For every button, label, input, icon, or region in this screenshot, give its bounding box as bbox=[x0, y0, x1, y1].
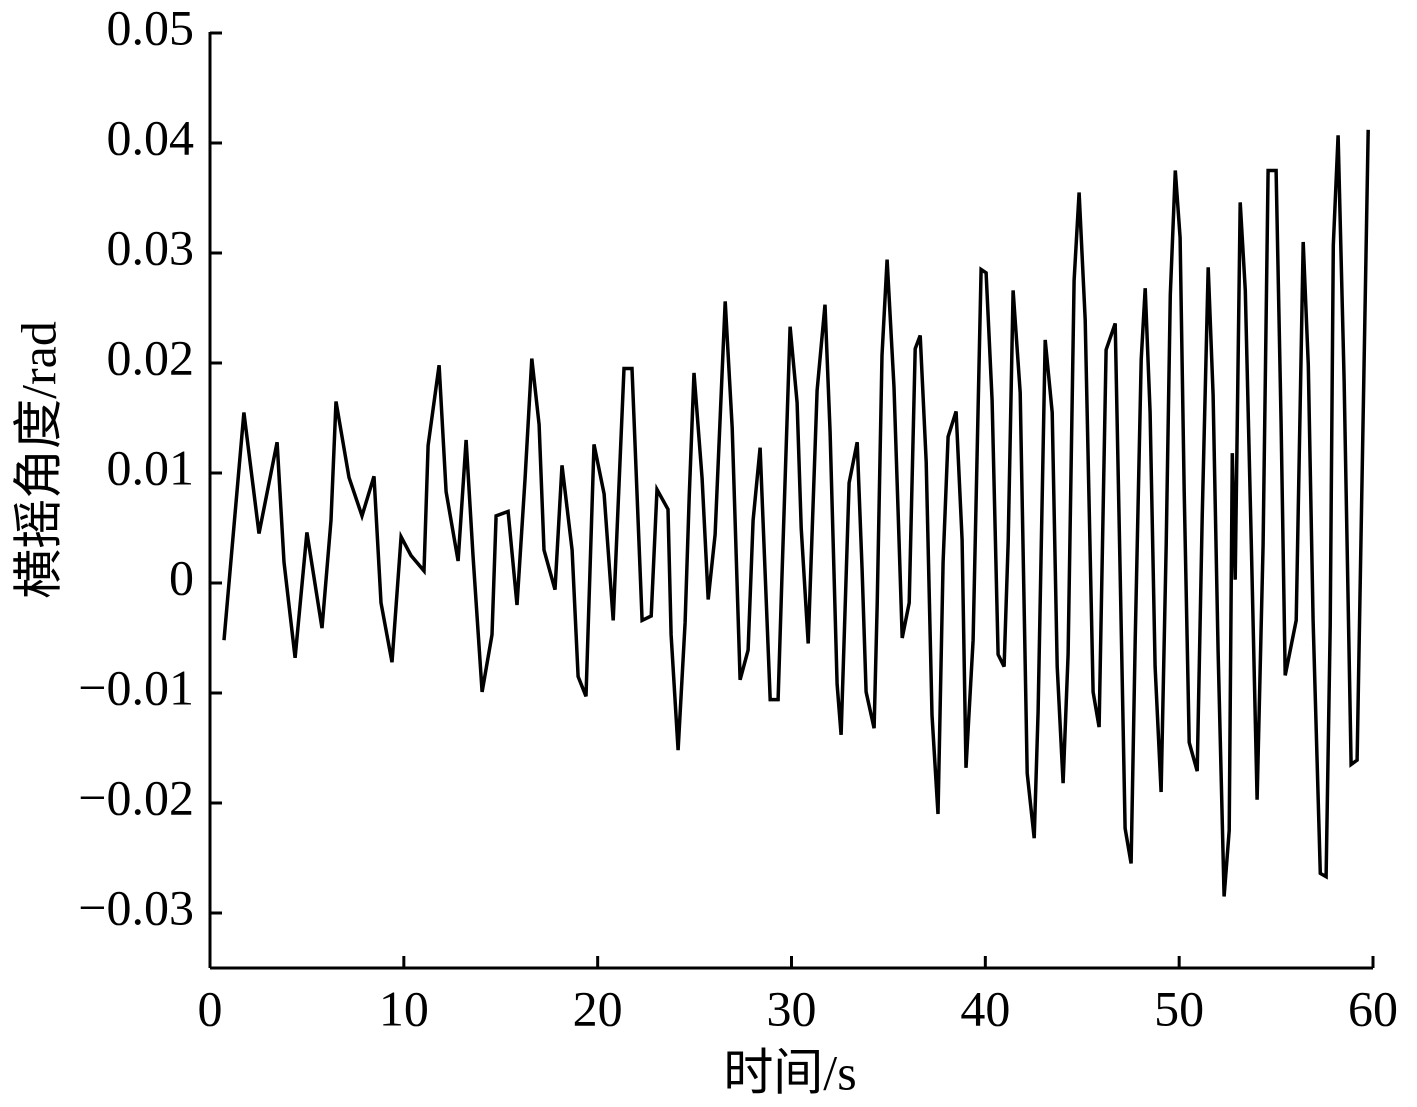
x-axis-label: 时间/s bbox=[723, 1044, 856, 1100]
y-axis-label: 横摇角度/rad bbox=[10, 321, 66, 599]
y-tick-label: 0.01 bbox=[107, 439, 195, 495]
x-tick-label: 20 bbox=[573, 980, 623, 1036]
x-tick-label: 30 bbox=[767, 980, 817, 1036]
x-tick-label: 10 bbox=[379, 980, 429, 1036]
y-tick-label: 0.05 bbox=[107, 0, 195, 55]
x-tick-label: 50 bbox=[1154, 980, 1204, 1036]
y-tick-label: 0.03 bbox=[107, 219, 195, 275]
y-tick-label: 0.02 bbox=[107, 329, 195, 385]
y-tick-label: −0.01 bbox=[78, 659, 194, 715]
y-tick-label: 0 bbox=[169, 549, 194, 605]
x-tick-label: 40 bbox=[960, 980, 1010, 1036]
y-tick-label: 0.04 bbox=[107, 109, 195, 165]
x-tick-label: 60 bbox=[1348, 980, 1398, 1036]
x-tick-label: 0 bbox=[198, 980, 223, 1036]
data-line bbox=[222, 129, 1370, 897]
y-tick-label: −0.02 bbox=[78, 769, 194, 825]
y-tick-label: −0.03 bbox=[78, 879, 194, 935]
